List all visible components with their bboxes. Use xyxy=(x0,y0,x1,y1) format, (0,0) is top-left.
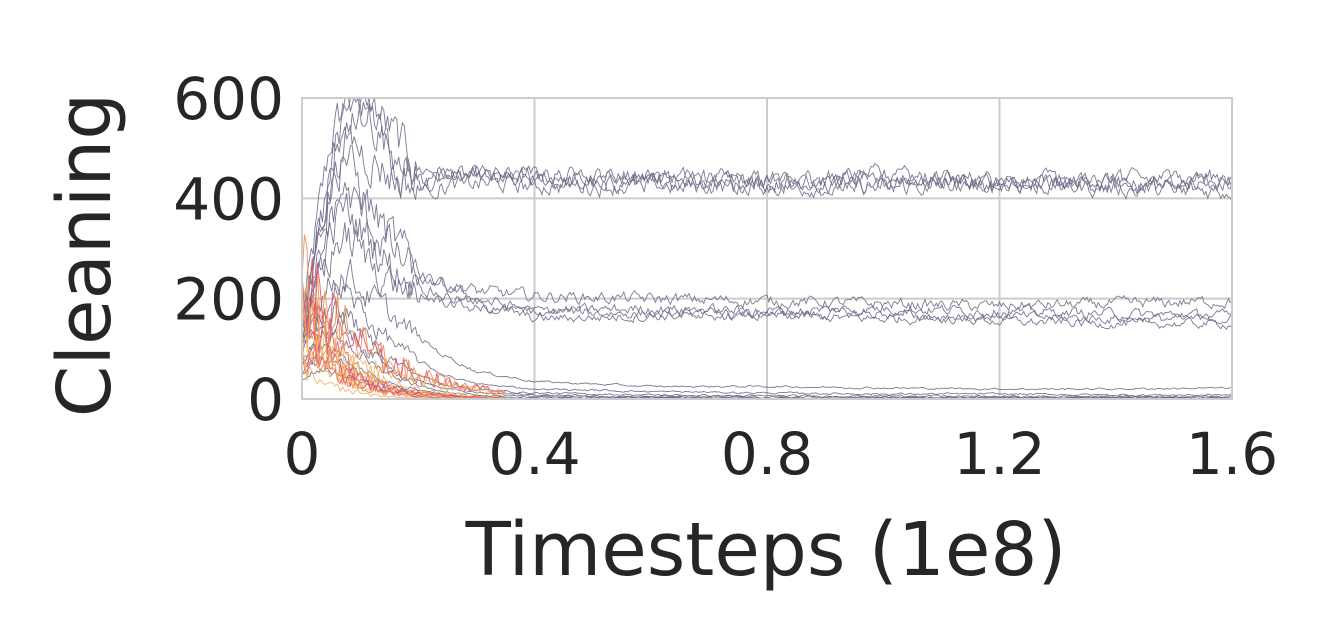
y-tick-labels: 0 200 400 600 xyxy=(173,65,284,434)
series-line xyxy=(301,282,1233,397)
highlight-line xyxy=(301,234,506,395)
x-tick-label: 0.4 xyxy=(488,420,580,488)
series-line xyxy=(301,122,1233,349)
highlight-line xyxy=(301,304,506,398)
highlight-line xyxy=(301,283,506,396)
series-line xyxy=(301,192,1233,332)
y-tick-label: 400 xyxy=(173,165,284,233)
x-tick-label: 1.6 xyxy=(1186,420,1278,488)
series-line xyxy=(301,97,1233,346)
x-axis-label: Timesteps (1e8) xyxy=(465,507,1067,593)
series-line xyxy=(301,299,1233,399)
y-tick-label: 600 xyxy=(173,65,284,133)
y-tick-label: 0 xyxy=(247,366,284,434)
x-tick-label: 1.2 xyxy=(953,420,1045,488)
series-line xyxy=(301,145,1233,312)
y-axis-label: Cleaning xyxy=(42,93,128,417)
plot-frame xyxy=(301,97,1233,400)
x-tick-labels: 0 0.4 0.8 1.2 1.6 xyxy=(284,420,1279,488)
grid-lines xyxy=(301,97,1233,400)
x-tick-label: 0 xyxy=(284,420,321,488)
series-line xyxy=(301,259,1233,391)
highlight-line xyxy=(301,347,506,399)
x-tick-label: 0.8 xyxy=(721,420,813,488)
series-line xyxy=(301,222,1233,341)
y-tick-label: 200 xyxy=(173,266,284,334)
